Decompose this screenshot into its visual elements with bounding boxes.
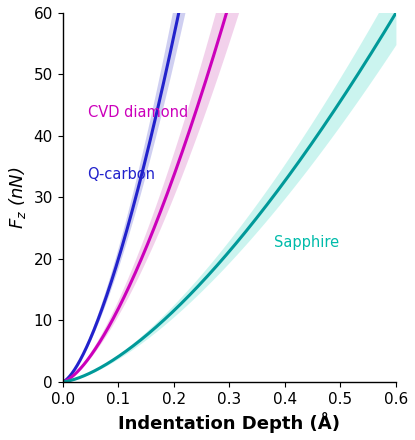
X-axis label: Indentation Depth (Å): Indentation Depth (Å) xyxy=(118,412,340,433)
Text: Q-carbon: Q-carbon xyxy=(88,167,156,182)
Text: CVD diamond: CVD diamond xyxy=(88,106,188,121)
Text: Sapphire: Sapphire xyxy=(274,235,339,249)
Y-axis label: $F_z$ (nN): $F_z$ (nN) xyxy=(7,166,28,228)
